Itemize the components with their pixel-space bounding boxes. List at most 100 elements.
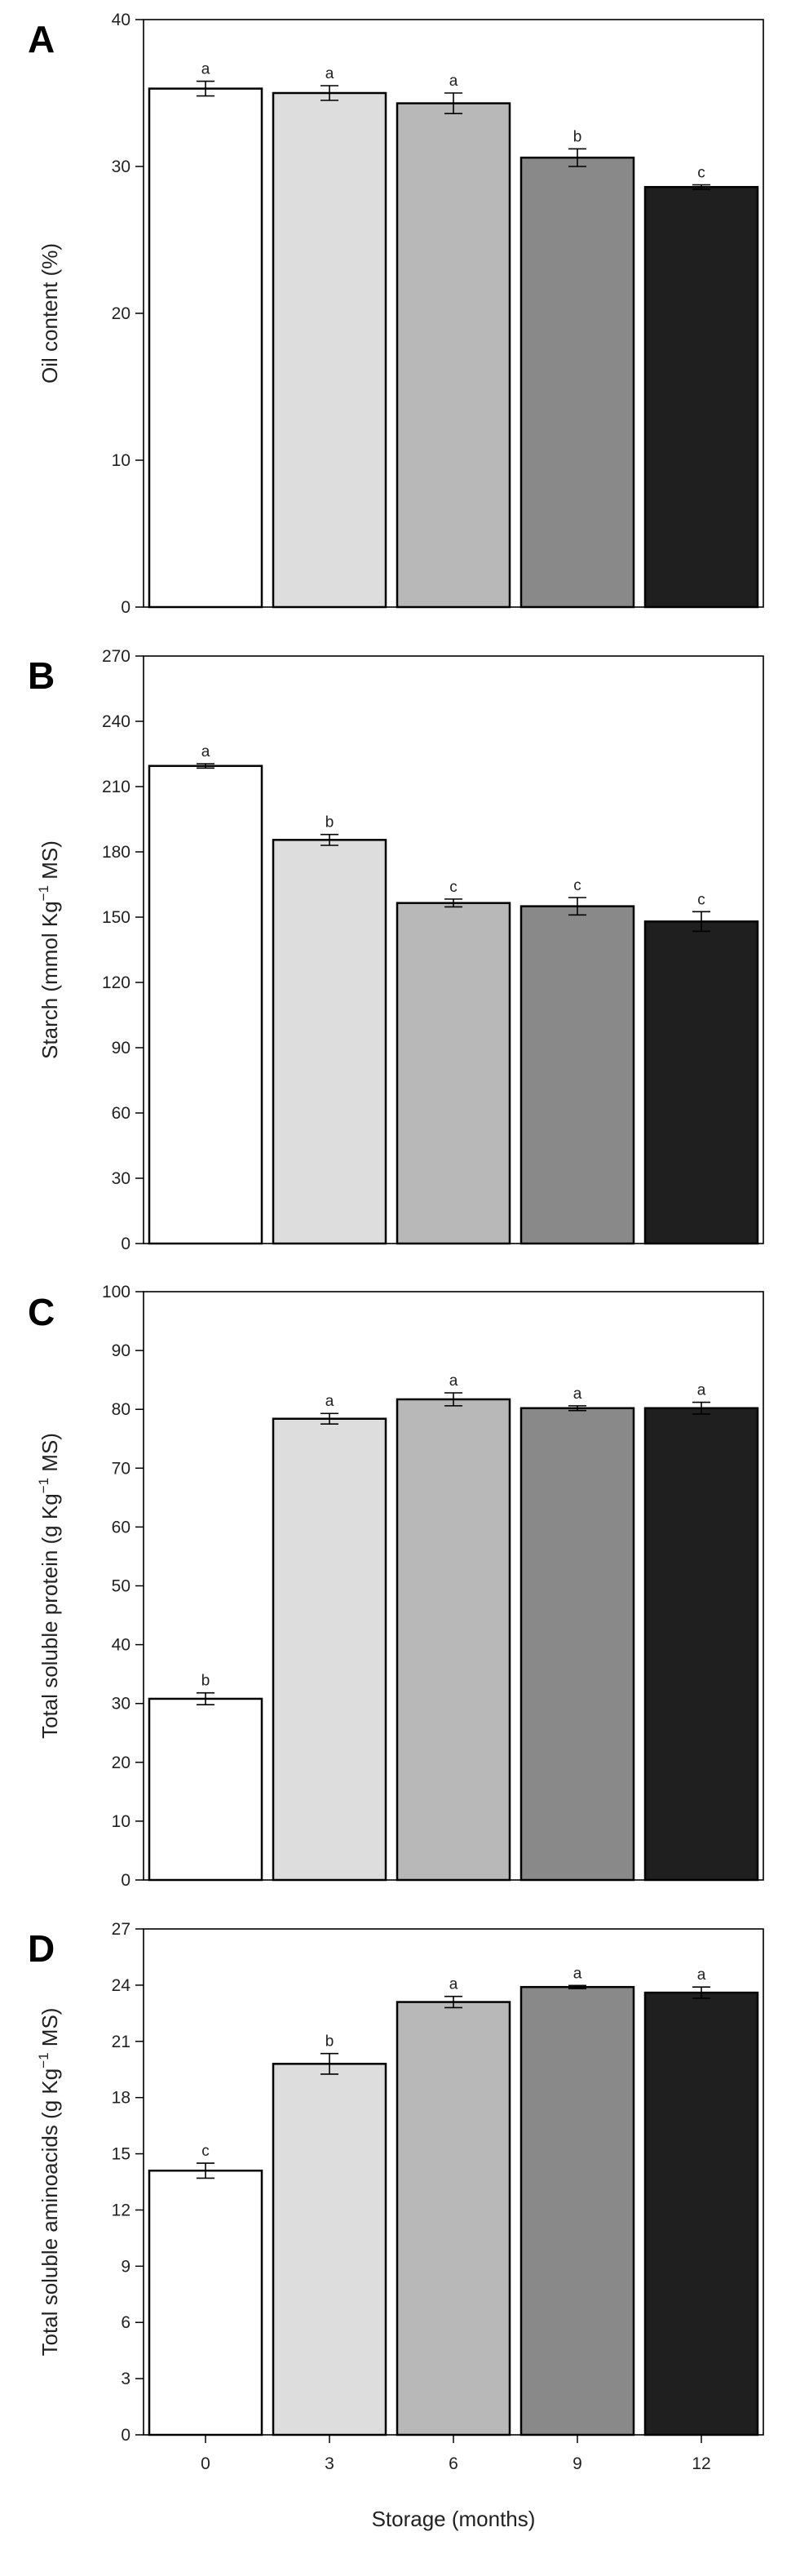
- bar-6-months: [396, 902, 511, 1245]
- y-tick-label: 18: [112, 2089, 130, 2108]
- bar-6-months: [396, 102, 511, 609]
- y-tick-label: 3: [121, 2370, 130, 2388]
- x-tick-label: 12: [692, 2454, 710, 2473]
- significance-letter: b: [201, 1673, 210, 1690]
- y-tick-label: 150: [102, 908, 130, 927]
- panel-letter: D: [28, 1927, 55, 1970]
- error-bar: [692, 1401, 710, 1415]
- significance-letter: a: [449, 1372, 458, 1390]
- significance-letter: a: [697, 1382, 706, 1399]
- y-tick-label: 20: [112, 1754, 130, 1772]
- significance-letter: c: [573, 877, 581, 894]
- significance-letter: c: [697, 891, 705, 908]
- error-bar: [568, 897, 586, 916]
- y-tick-label: 0: [121, 1235, 130, 1253]
- significance-letter: a: [573, 1965, 582, 1982]
- y-tick-label: 9: [121, 2257, 130, 2276]
- error-bar: [197, 2162, 214, 2179]
- bar-0-months: [148, 1697, 263, 1882]
- y-tick-label: 50: [112, 1577, 130, 1596]
- x-tick-label: 6: [449, 2454, 458, 2473]
- error-bar: [321, 1412, 338, 1425]
- bar-9-months: [519, 1985, 635, 2436]
- error-bar: [692, 1986, 710, 1999]
- error-bar: [197, 763, 214, 769]
- error-bar: [568, 1984, 586, 1989]
- bar-6-months: [396, 1398, 511, 1882]
- y-tick-label: 24: [112, 1976, 131, 1995]
- significance-letter: b: [325, 814, 334, 831]
- y-tick-label: 30: [112, 1695, 130, 1714]
- panel-d: Dc b a a a 0 3 6 9 12 15 18 21 24 27 Total soluble amin…: [28, 1920, 764, 2531]
- significance-letter: c: [201, 2143, 210, 2160]
- error-bar: [321, 85, 338, 101]
- y-tick-label: 15: [112, 2145, 130, 2164]
- bar-9-months: [519, 1407, 635, 1882]
- y-tick-label: 60: [112, 1104, 130, 1123]
- panel-letter: B: [28, 654, 55, 697]
- y-tick-label: 60: [112, 1518, 130, 1536]
- y-tick-label: 80: [112, 1400, 130, 1419]
- y-tick-label: 20: [112, 304, 130, 323]
- error-bar: [444, 898, 462, 908]
- y-axis-label: Oil content (%): [38, 243, 62, 384]
- bar-3-months: [272, 2063, 387, 2436]
- significance-letter: b: [325, 2033, 334, 2051]
- bar-12-months: [643, 185, 759, 609]
- error-bar: [321, 2052, 338, 2075]
- bar-3-months: [272, 839, 387, 1245]
- x-tick-label: 3: [325, 2454, 334, 2473]
- y-tick-label: 90: [112, 1341, 130, 1360]
- x-tick-label: 9: [572, 2454, 582, 2473]
- error-bar: [692, 911, 710, 933]
- error-bar: [568, 148, 586, 167]
- y-tick-label: 10: [112, 451, 130, 470]
- y-tick-label: 210: [102, 778, 130, 796]
- y-tick-label: 6: [121, 2313, 130, 2332]
- y-tick-label: 40: [112, 1636, 130, 1655]
- y-tick-label: 10: [112, 1812, 130, 1831]
- error-bar: [568, 1405, 586, 1412]
- y-axis-label: Starch (mmol Kg−1 MS): [36, 840, 62, 1059]
- significance-letter: a: [201, 743, 210, 760]
- error-bar: [197, 80, 214, 97]
- plot-frame: [143, 655, 764, 1244]
- panel-b: Ba b c c c 0 30 60 90 120 150 180 210 240 270 Starch (m…: [28, 647, 764, 1253]
- significance-letter: a: [449, 73, 458, 90]
- bar-9-months: [519, 905, 635, 1245]
- y-tick-label: 70: [112, 1459, 130, 1478]
- error-bar: [197, 1691, 214, 1705]
- significance-letter: c: [449, 879, 458, 896]
- bar-0-months: [148, 87, 263, 609]
- significance-letter: a: [449, 1976, 458, 1993]
- y-tick-label: 30: [112, 157, 130, 176]
- y-tick-label: 120: [102, 973, 130, 992]
- error-bar: [444, 92, 462, 114]
- y-tick-label: 12: [112, 2201, 130, 2219]
- error-bar: [321, 833, 338, 846]
- y-tick-label: 270: [102, 647, 130, 666]
- bar-3-months: [272, 1417, 387, 1882]
- y-tick-label: 240: [102, 712, 130, 731]
- y-tick-label: 30: [112, 1169, 130, 1188]
- panel-c: Cb a a a a 0 10 20 30 40 50 60 70 80 90 100 Total solubl…: [28, 1283, 764, 1890]
- panel-letter: C: [28, 1291, 55, 1333]
- panel-a: Aa a a b c 0 10 20 30 40 Oil content (%): [28, 11, 764, 617]
- y-tick-label: 0: [121, 1871, 130, 1890]
- panel-letter: A: [28, 18, 55, 60]
- bar-9-months: [519, 156, 635, 609]
- y-axis-label: Total soluble aminoacids (g Kg−1 MS): [36, 2008, 62, 2357]
- error-bar: [692, 184, 710, 190]
- y-tick-label: 40: [112, 11, 130, 29]
- significance-letter: a: [573, 1386, 582, 1403]
- error-bar: [444, 1392, 462, 1407]
- significance-letter: a: [325, 65, 334, 82]
- significance-letter: b: [573, 128, 582, 145]
- bar-0-months: [148, 2169, 263, 2436]
- bar-12-months: [643, 1991, 759, 2436]
- bar-3-months: [272, 91, 387, 609]
- error-bar: [444, 1995, 462, 2009]
- y-tick-label: 21: [112, 2033, 130, 2051]
- significance-letter: a: [201, 61, 210, 78]
